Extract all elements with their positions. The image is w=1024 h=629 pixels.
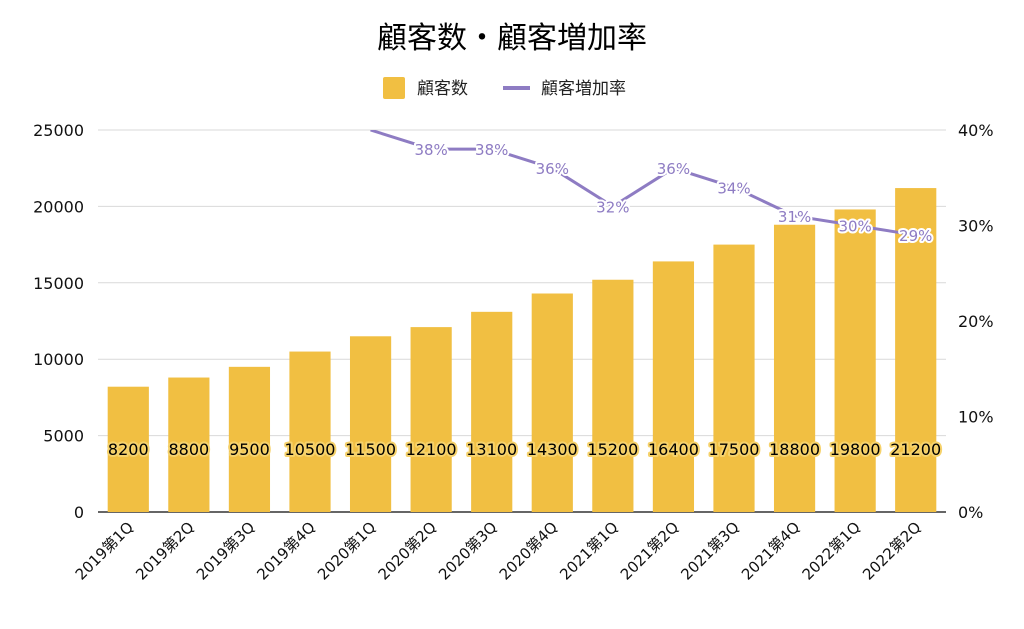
bar	[531, 293, 573, 512]
bar-value-label: 9500	[229, 440, 270, 459]
bar	[471, 311, 513, 512]
bar-value-label: 10500	[285, 440, 336, 459]
legend-label-growth: 顧客増加率	[541, 79, 626, 99]
x-tick-label: 2020第4Q	[496, 518, 561, 583]
bar	[410, 327, 452, 512]
x-tick-label: 2022第1Q	[799, 518, 864, 583]
bar	[592, 279, 634, 512]
y-left-tick-label: 0	[74, 503, 84, 522]
x-tick-label: 2021第2Q	[617, 518, 682, 583]
x-tick-label: 2022第2Q	[859, 518, 924, 583]
x-tick-label: 2020第1Q	[314, 518, 379, 583]
legend-label-customers: 顧客数	[417, 79, 468, 99]
bar	[652, 261, 695, 512]
y-left-tick-label: 10000	[33, 350, 84, 369]
x-tick-label: 2019第2Q	[132, 518, 197, 583]
bar-series	[107, 188, 937, 512]
bar	[773, 224, 816, 512]
y-right-tick-label: 0%	[958, 503, 983, 522]
y-right-tick-label: 20%	[958, 312, 994, 331]
x-tick-label: 2021第1Q	[556, 518, 621, 583]
x-tick-label: 2021第3Q	[677, 518, 742, 583]
bar-value-label: 16400	[648, 440, 699, 459]
legend-swatch-customers	[383, 77, 405, 99]
bar	[834, 209, 876, 512]
y-right-tick-label: 40%	[958, 121, 994, 140]
growth-rate-label: 29%	[899, 227, 932, 245]
y-axis-right: 0% 10% 20% 30% 40%	[958, 121, 994, 522]
y-left-tick-label: 20000	[33, 197, 84, 216]
bar-value-label: 15200	[587, 440, 638, 459]
x-tick-label: 2019第3Q	[193, 518, 258, 583]
growth-rate-label: 32%	[596, 198, 629, 216]
bar	[713, 244, 755, 512]
bar-value-label: 13100	[466, 440, 517, 459]
x-tick-label: 2019第4Q	[253, 518, 318, 583]
y-left-tick-label: 15000	[33, 274, 84, 293]
growth-rate-label: 31%	[778, 208, 811, 226]
y-axis-left: 0 5000 10000 15000 20000 25000	[33, 121, 84, 522]
growth-rate-label: 36%	[657, 160, 690, 178]
bar	[349, 336, 392, 512]
legend: 顧客数 顧客増加率	[383, 77, 626, 99]
bar-data-labels: 8200 8800 9500 10500 11500 12100 13100 14300 152…	[106, 438, 943, 461]
bar-value-label: 17500	[709, 440, 760, 459]
bar-value-label: 14300	[527, 440, 578, 459]
growth-rate-label: 34%	[717, 179, 750, 197]
bar-value-label: 8200	[108, 440, 149, 459]
line-data-labels: 38% 38% 36% 32% 36% 34% 31% 30% 29%	[412, 139, 934, 247]
bar-value-label: 11500	[345, 440, 396, 459]
line-series	[370, 130, 916, 237]
bar	[107, 386, 149, 512]
y-right-tick-label: 30%	[958, 217, 994, 236]
bar-value-label: 12100	[406, 440, 457, 459]
bar	[168, 377, 210, 512]
bar	[228, 366, 271, 512]
bar	[895, 188, 937, 512]
x-tick-label: 2020第3Q	[435, 518, 500, 583]
growth-rate-label: 38%	[475, 141, 508, 159]
bar-value-label: 21200	[890, 440, 941, 459]
y-left-tick-label: 25000	[33, 121, 84, 140]
x-tick-label: 2020第2Q	[375, 518, 440, 583]
growth-rate-label: 36%	[536, 160, 569, 178]
bar-value-label: 18800	[769, 440, 820, 459]
growth-rate-line	[370, 130, 916, 237]
bar-value-label: 8800	[168, 440, 209, 459]
x-tick-label: 2021第4Q	[738, 518, 803, 583]
bar-value-label: 19800	[830, 440, 881, 459]
bar	[289, 351, 331, 512]
growth-rate-label: 30%	[838, 218, 871, 236]
x-axis: 2019第1Q2019第2Q2019第3Q2019第4Q2020第1Q2020第…	[72, 518, 925, 583]
x-tick-label: 2019第1Q	[72, 518, 137, 583]
chart-title: 顧客数・顧客増加率	[377, 21, 647, 56]
growth-rate-label: 38%	[414, 141, 447, 159]
y-right-tick-label: 10%	[958, 408, 994, 427]
y-left-tick-label: 5000	[43, 427, 84, 446]
